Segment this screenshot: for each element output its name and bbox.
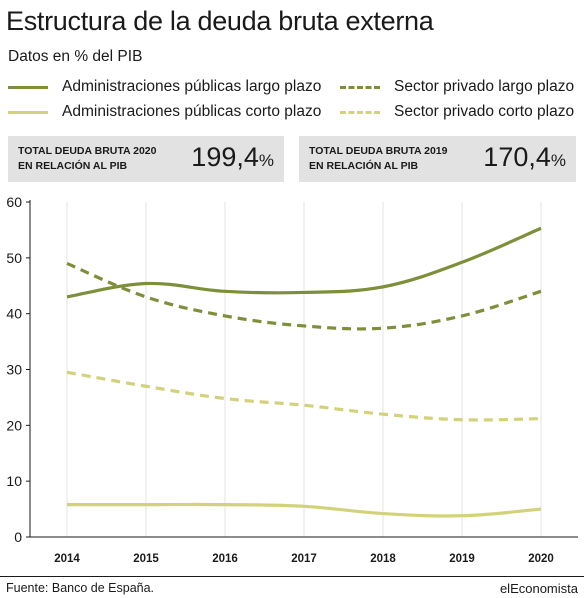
legend-swatch: [340, 110, 380, 114]
summary-value: 199,4%: [191, 142, 274, 172]
y-tick-label: 40: [6, 306, 22, 322]
legend-label: Administraciones públicas corto plazo: [62, 103, 322, 120]
y-axis: 0 10 20 30 40 50 60: [6, 194, 31, 545]
summary-box-2020: TOTAL DEUDA BRUTA 2020 EN RELACIÓN AL PI…: [8, 136, 284, 182]
x-axis: 2014 2015 2016 2017 2018 2019 2020: [30, 536, 578, 565]
legend-item-sp-corto: Sector privado corto plazo: [340, 103, 574, 121]
x-tick-label: 2020: [528, 553, 554, 565]
chart-title: Estructura de la deuda bruta externa: [6, 6, 434, 36]
y-tick-label: 20: [6, 417, 22, 433]
footer-rule: [0, 576, 584, 577]
summary-box-2019: TOTAL DEUDA BRUTA 2019 EN RELACIÓN AL PI…: [299, 136, 576, 182]
legend-item-ap-largo: Administraciones públicas largo plazo: [8, 78, 321, 96]
y-tick-label: 60: [6, 194, 22, 210]
x-tick-label: 2015: [133, 553, 159, 565]
legend-swatch: [8, 85, 48, 89]
chart-subtitle: Datos en % del PIB: [8, 48, 143, 65]
x-tick-label: 2016: [212, 553, 238, 565]
y-tick-label: 30: [6, 362, 22, 378]
y-tick-label: 10: [6, 473, 22, 489]
grid: [66, 202, 542, 537]
x-tick-label: 2014: [54, 553, 80, 565]
series-group: [66, 226, 542, 518]
summary-label: TOTAL DEUDA BRUTA 2020 EN RELACIÓN AL PI…: [18, 145, 157, 172]
legend-label: Sector privado largo plazo: [394, 78, 575, 95]
y-tick-label: 50: [6, 250, 22, 266]
x-tick-label: 2017: [291, 553, 317, 565]
y-tick-label: 0: [14, 529, 22, 545]
legend-item-sp-largo: Sector privado largo plazo: [340, 78, 574, 96]
legend-swatch: [8, 110, 48, 114]
series-line-2: [66, 261, 542, 331]
summary-value: 170,4%: [483, 142, 566, 172]
x-tick-label: 2018: [370, 553, 396, 565]
legend-label: Sector privado corto plazo: [394, 103, 575, 120]
x-tick-label: 2019: [449, 553, 475, 565]
source-note: Fuente: Banco de España.: [6, 581, 155, 595]
legend-label: Administraciones públicas largo plazo: [62, 78, 322, 95]
legend: Administraciones públicas largo plazo Se…: [0, 0, 584, 130]
brand-logo: elEconomista: [499, 581, 578, 596]
legend-swatch: [340, 85, 380, 89]
legend-item-ap-corto: Administraciones públicas corto plazo: [8, 103, 321, 121]
summary-label: TOTAL DEUDA BRUTA 2019 EN RELACIÓN AL PI…: [309, 145, 448, 172]
series-line-1: [66, 226, 542, 299]
